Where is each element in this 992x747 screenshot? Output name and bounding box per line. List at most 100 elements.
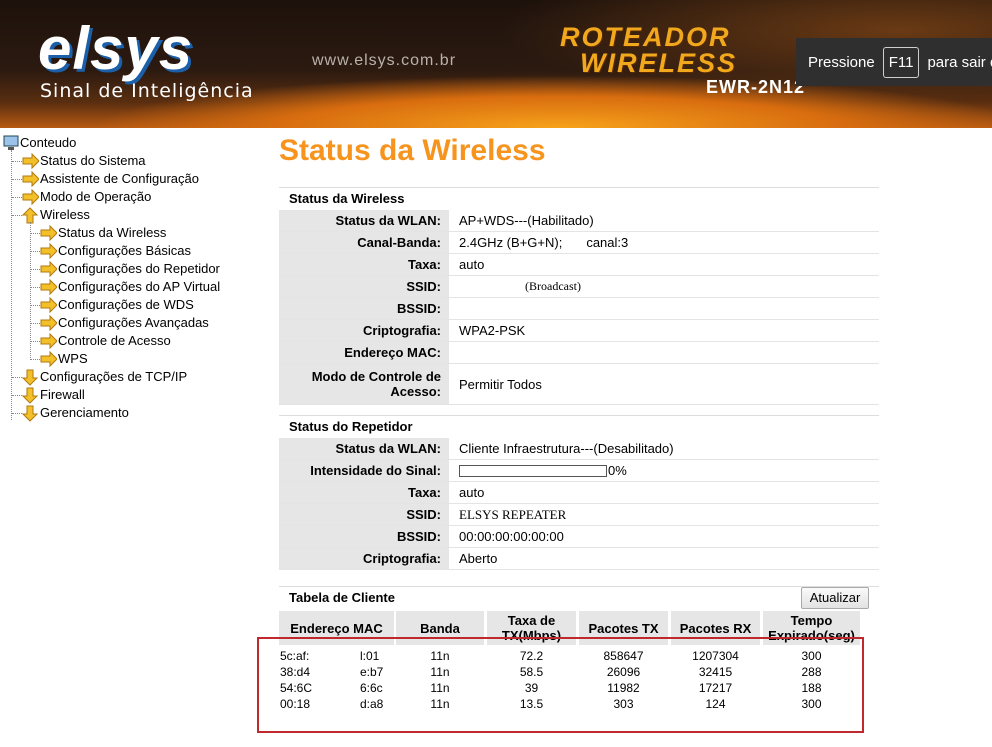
- tree-item[interactable]: Status da Wireless: [58, 225, 167, 240]
- table-cell: 303: [613, 697, 634, 711]
- status-row: Intensidade do Sinal: 0%: [279, 460, 879, 482]
- mac-part: e:b7: [360, 665, 384, 679]
- table-cell: 72.2: [519, 649, 544, 663]
- row-value: AP+WDS---(Habilitado): [449, 210, 879, 231]
- tree-icon: [21, 369, 39, 389]
- row-value: auto: [449, 254, 879, 275]
- column-header: Tempo Expirado(seg): [763, 611, 860, 645]
- refresh-button[interactable]: Atualizar: [801, 587, 869, 609]
- table-cell: 300: [801, 649, 822, 663]
- tree-item[interactable]: WPS: [58, 351, 88, 366]
- tree-item[interactable]: Firewall: [40, 387, 85, 402]
- tree-icon: [40, 350, 58, 371]
- tree-icon: [21, 207, 39, 227]
- row-value: Aberto: [449, 548, 879, 569]
- value-text: canal:3: [586, 235, 629, 250]
- tree-icon: [40, 278, 58, 299]
- row-label: SSID:: [279, 504, 449, 525]
- mac-part: 00:18: [280, 697, 311, 711]
- row-label: Modo de Controle de Acesso:: [279, 364, 449, 404]
- tree-root[interactable]: Conteudo: [20, 135, 77, 150]
- tree-item[interactable]: Gerenciamento: [40, 405, 129, 420]
- notice-text: Pressione: [808, 53, 875, 71]
- mac-part: 6:6c: [360, 681, 383, 695]
- row-label: Criptografia:: [279, 548, 449, 569]
- row-label: SSID:: [279, 276, 449, 297]
- value-text: Cliente Infraestrutura---(Desabilitado): [459, 441, 674, 456]
- tree-item[interactable]: Configurações Básicas: [58, 243, 191, 258]
- value-text: AP+WDS---(Habilitado): [459, 213, 594, 228]
- tree-connector: [12, 413, 22, 414]
- row-label: BSSID:: [279, 526, 449, 547]
- table-cell: 11n: [430, 697, 450, 711]
- table-cell: 26096: [606, 665, 641, 679]
- tree-item[interactable]: Wireless: [40, 207, 90, 222]
- row-value: [449, 342, 879, 363]
- status-row: Status da WLAN: Cliente Infraestrutura---…: [279, 438, 879, 460]
- tree-connector: [12, 395, 22, 396]
- row-value: (Broadcast): [449, 276, 879, 297]
- tree-connector: [30, 251, 40, 252]
- status-row: BSSID:: [279, 298, 879, 320]
- table-cell: 11982: [607, 681, 640, 695]
- column-header: Pacotes TX: [579, 611, 668, 645]
- product-name: WIRELESS: [580, 48, 738, 78]
- row-value: Cliente Infraestrutura---(Desabilitado): [449, 438, 879, 459]
- mac-part: d:a8: [360, 697, 384, 711]
- tree-item[interactable]: Configurações do Repetidor: [58, 261, 220, 276]
- table-cell: 1207304: [692, 649, 739, 663]
- tagline: Sinal de Inteligência: [40, 80, 254, 102]
- table-cell: 300: [801, 697, 822, 711]
- tree-icon: [22, 170, 40, 191]
- tree-item[interactable]: Configurações de TCP/IP: [40, 369, 188, 384]
- tree-connector: [30, 287, 40, 288]
- column-header: Taxa de TX(Mbps): [487, 611, 576, 645]
- page-title: Status da Wireless: [279, 134, 546, 167]
- tree-item[interactable]: Configurações Avançadas: [58, 315, 209, 330]
- tree-connector: [11, 150, 12, 420]
- section-heading: Status do Repetidor: [279, 415, 879, 438]
- tree-item[interactable]: Configurações do AP Virtual: [58, 279, 221, 294]
- status-section: Status do Repetidor Status da WLAN: Client…: [279, 415, 879, 570]
- tree-connector: [30, 222, 31, 360]
- status-row: Criptografia: WPA2-PSK: [279, 320, 879, 342]
- table-cell: 11n: [430, 681, 450, 695]
- tree-item[interactable]: Assistente de Configuração: [40, 171, 199, 186]
- tree-connector: [12, 161, 22, 162]
- row-label: Intensidade do Sinal:: [279, 460, 449, 481]
- tree-item[interactable]: Configurações de WDS: [58, 297, 194, 312]
- tree-item[interactable]: Modo de Operação: [40, 189, 152, 204]
- value-text: 0%: [608, 463, 627, 478]
- value-text: auto: [459, 257, 485, 272]
- status-row: Taxa: auto: [279, 482, 879, 504]
- tree-connector: [12, 197, 22, 198]
- table-cell: 58.5: [519, 665, 544, 679]
- tree-icon: [21, 387, 39, 407]
- status-row: Canal-Banda: 2.4GHz (B+G+N); canal:3: [279, 232, 879, 254]
- row-label: Status da WLAN:: [279, 210, 449, 231]
- tree-connector: [30, 233, 40, 234]
- table-cell: 39: [524, 681, 539, 695]
- mac-part: 5c:af:: [280, 649, 310, 663]
- column-header: Banda: [396, 611, 484, 645]
- table-cell: 188: [801, 681, 822, 695]
- tree-item[interactable]: Controle de Acesso: [58, 333, 171, 348]
- row-value: 2.4GHz (B+G+N); canal:3: [449, 232, 879, 253]
- table-cell: 11n: [430, 665, 450, 679]
- row-label: Taxa:: [279, 254, 449, 275]
- fullscreen-notice: Pressione F11 para sair de: [796, 38, 992, 86]
- tree-icon: [3, 135, 20, 155]
- row-label: Criptografia:: [279, 320, 449, 341]
- tree-item[interactable]: Status do Sistema: [40, 153, 146, 168]
- column-header: Pacotes RX: [671, 611, 760, 645]
- status-row: BSSID: 00:00:00:00:00:00: [279, 526, 879, 548]
- tree-connector: [30, 305, 40, 306]
- logo: elsys: [38, 15, 194, 82]
- table-cell: 32415: [698, 665, 733, 679]
- status-row: Criptografia: Aberto: [279, 548, 879, 570]
- section-heading: Tabela de Cliente: [279, 586, 879, 609]
- url[interactable]: www.elsys.com.br: [312, 52, 457, 69]
- section-heading: Status da Wireless: [279, 187, 879, 210]
- status-row: Endereço MAC:: [279, 342, 879, 364]
